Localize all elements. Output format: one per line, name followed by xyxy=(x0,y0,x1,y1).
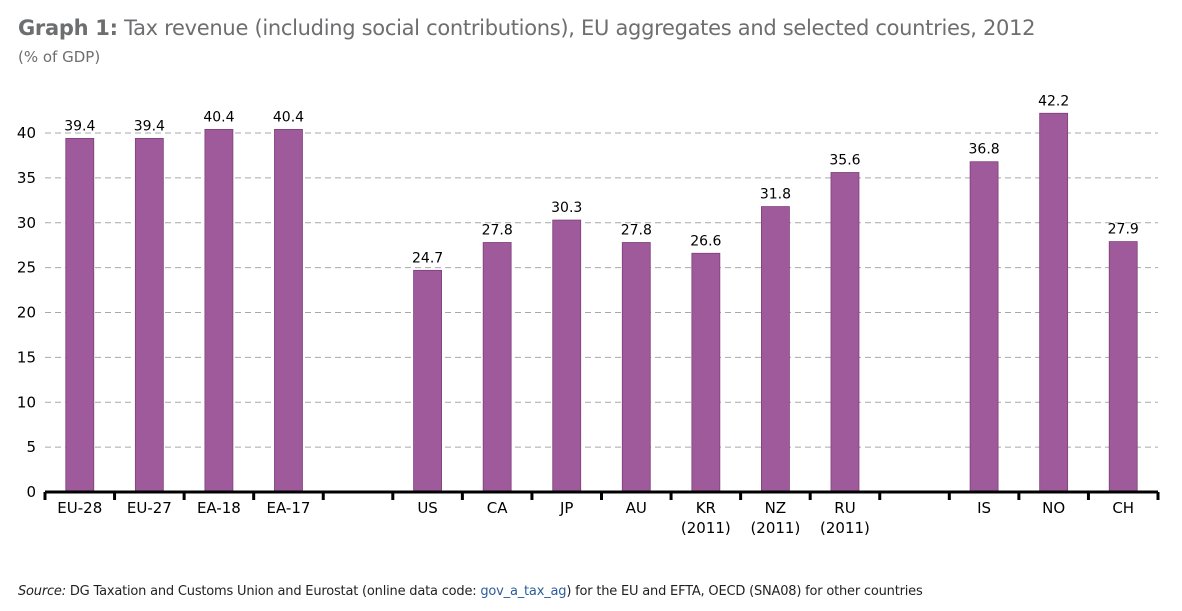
x-tick-label: IS xyxy=(977,499,991,517)
data-label: 40.4 xyxy=(273,109,304,125)
y-tick-label: 5 xyxy=(26,438,36,456)
x-tick-label: CA xyxy=(487,499,508,517)
bar xyxy=(482,242,512,493)
chart-subtitle: (% of GDP) xyxy=(18,48,101,66)
x-tick-label: RU xyxy=(834,499,855,517)
bar xyxy=(621,242,651,493)
bar xyxy=(691,252,721,493)
bar xyxy=(1108,241,1138,493)
x-tick-label: CH xyxy=(1112,499,1134,517)
x-tick-label: EU-27 xyxy=(127,499,172,517)
y-tick-label: 15 xyxy=(17,348,36,366)
data-label: 24.7 xyxy=(412,250,443,266)
y-tick-label: 40 xyxy=(17,124,36,142)
x-tick-label: KR xyxy=(696,499,716,517)
y-tick-label: 30 xyxy=(17,214,36,232)
data-code-link[interactable]: gov_a_tax_ag xyxy=(480,584,567,599)
y-tick-label: 0 xyxy=(26,483,36,501)
x-tick-label: (2011) xyxy=(820,519,870,537)
bar xyxy=(1039,112,1069,493)
bar xyxy=(204,129,234,493)
source-text-after: ) for the EU and EFTA, OECD (SNA08) for … xyxy=(566,584,923,599)
bar xyxy=(65,137,95,493)
title-text: Tax revenue (including social contributi… xyxy=(124,16,1036,40)
data-label: 26.6 xyxy=(690,233,721,249)
source-text-before: DG Taxation and Customs Union and Eurost… xyxy=(69,584,481,599)
chart-title: Graph 1: Tax revenue (including social c… xyxy=(18,16,1036,40)
bar xyxy=(761,206,790,493)
y-tick-label: 10 xyxy=(17,393,36,411)
data-label: 40.4 xyxy=(203,109,234,125)
data-label: 31.8 xyxy=(760,187,791,203)
bar xyxy=(969,161,999,493)
data-label: 27.8 xyxy=(621,222,652,238)
x-tick-label: NO xyxy=(1042,499,1065,517)
x-tick-label: AU xyxy=(626,499,647,517)
y-tick-label: 35 xyxy=(17,169,36,187)
data-label: 36.8 xyxy=(969,142,1000,158)
y-tick-label: 20 xyxy=(17,304,36,322)
x-tick-label: JP xyxy=(559,499,573,517)
data-label: 42.2 xyxy=(1038,93,1069,109)
x-tick-label: NZ xyxy=(765,499,787,517)
bar xyxy=(134,137,164,493)
title-prefix: Graph 1: xyxy=(18,16,118,40)
bar xyxy=(830,172,860,493)
data-label: 27.9 xyxy=(1108,222,1139,238)
bar xyxy=(274,129,303,493)
data-label: 39.4 xyxy=(134,118,165,134)
x-tick-label: EA-18 xyxy=(197,499,241,517)
data-label: 30.3 xyxy=(551,200,582,216)
x-tick-label: US xyxy=(417,499,438,517)
data-label: 27.8 xyxy=(482,222,513,238)
bar xyxy=(413,269,442,493)
source-label: Source: xyxy=(18,584,66,599)
y-tick-label: 25 xyxy=(17,259,36,277)
x-tick-label: EA-17 xyxy=(267,499,311,517)
data-label: 39.4 xyxy=(64,118,95,134)
x-tick-label: EU-28 xyxy=(57,499,102,517)
x-tick-label: (2011) xyxy=(681,519,731,537)
source-note: Source: DG Taxation and Customs Union an… xyxy=(18,584,923,599)
x-tick-label: (2011) xyxy=(750,519,800,537)
data-label: 35.6 xyxy=(829,152,860,168)
bar xyxy=(552,219,582,493)
